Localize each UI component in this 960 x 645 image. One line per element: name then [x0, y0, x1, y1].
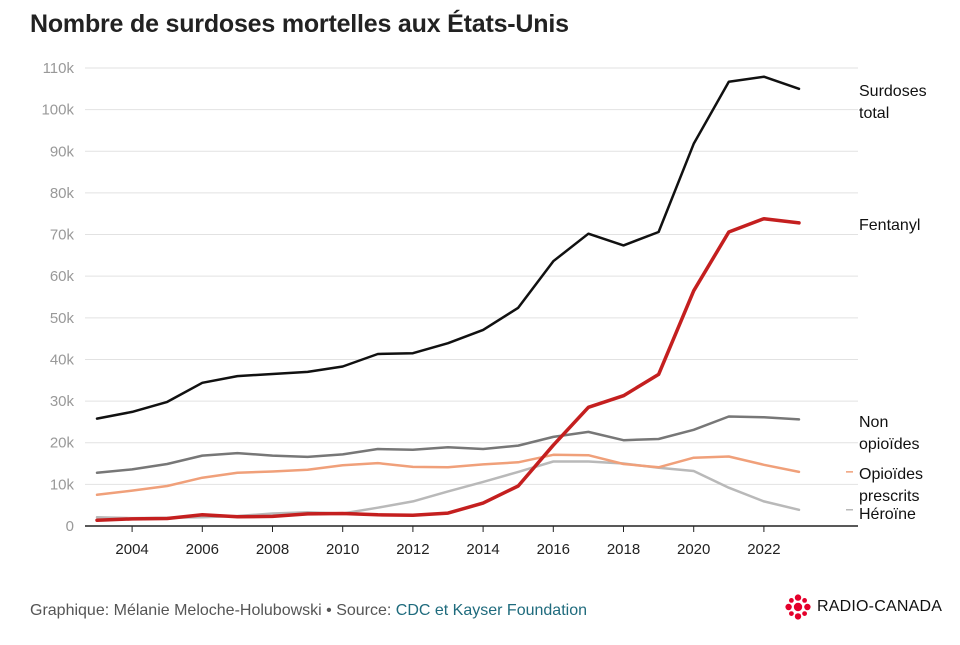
y-tick-label: 50k: [50, 310, 75, 327]
y-tick-label: 60k: [50, 268, 75, 285]
y-tick-label: 90k: [50, 143, 75, 160]
x-axis-ticks: 2004 2006 2008 2010 2012 2014 2016 2018 2020 2022: [115, 526, 781, 558]
x-tick-label: 2016: [537, 541, 570, 558]
credit-text: Graphique: Mélanie Meloche-Holubowski: [30, 602, 322, 619]
chart-footer: Graphique: Mélanie Meloche-Holubowski • …: [30, 602, 587, 620]
gridlines: [85, 67, 858, 527]
y-tick-label: 30k: [50, 393, 75, 410]
series-label-fentanyl: Fentanyl: [859, 217, 920, 234]
x-tick-label: 2004: [115, 541, 148, 558]
y-tick-label: 100k: [41, 102, 74, 119]
series-line-opioides_prescrits: [95, 453, 801, 497]
x-tick-label: 2006: [186, 541, 219, 558]
x-tick-label: 2018: [607, 541, 640, 558]
y-tick-label: 40k: [50, 351, 75, 368]
line-chart: 0 10k 20k 30k 40k 50k 60k 70k 80k 90k 100k 110k 200…: [41, 60, 927, 558]
x-tick-label: 2010: [326, 541, 359, 558]
y-tick-label: 110k: [43, 60, 75, 77]
x-tick-label: 2020: [677, 541, 710, 558]
y-tick-label: 20k: [50, 435, 75, 452]
series-label-total: total: [859, 105, 889, 122]
y-tick-label: 10k: [50, 476, 75, 493]
series-line-heroine: [95, 460, 801, 520]
y-tick-label: 70k: [50, 227, 75, 244]
series-line-fentanyl: [95, 216, 801, 522]
series-label-heroine: Héroïne: [859, 506, 916, 523]
x-tick-label: 2008: [256, 541, 289, 558]
series-lines: [95, 75, 801, 522]
source-link[interactable]: CDC et Kayser Foundation: [395, 602, 587, 619]
series-label-non_opioides: Non: [859, 414, 888, 431]
series-label-opioides_prescrits: prescrits: [859, 488, 919, 505]
y-tick-label: 0: [66, 518, 74, 535]
series-line-non_opioides: [95, 415, 801, 474]
source-separator: • Source:: [321, 602, 396, 619]
y-axis-ticks: 0 10k 20k 30k 40k 50k 60k 70k 80k 90k 100k 110k: [41, 60, 74, 535]
logo-text: RADIO-CANADA: [817, 598, 943, 615]
radio-canada-logo: RADIO-CANADA: [785, 593, 942, 621]
series-label-opioides_prescrits: Opioïdes: [859, 466, 923, 483]
series-label-total: Surdoses: [859, 83, 927, 100]
series-label-non_opioides: opioïdes: [859, 436, 920, 453]
chart-title: Nombre de surdoses mortelles aux États-U…: [30, 10, 569, 38]
y-tick-label: 80k: [50, 185, 75, 202]
series-line-total: [95, 75, 801, 420]
x-tick-label: 2014: [466, 541, 499, 558]
radio-canada-gem-icon: [785, 594, 811, 620]
x-tick-label: 2012: [396, 541, 429, 558]
x-tick-label: 2022: [747, 541, 780, 558]
series-labels: Surdoses total Fentanyl Non opioïdes Opioïdes…: [846, 83, 927, 523]
